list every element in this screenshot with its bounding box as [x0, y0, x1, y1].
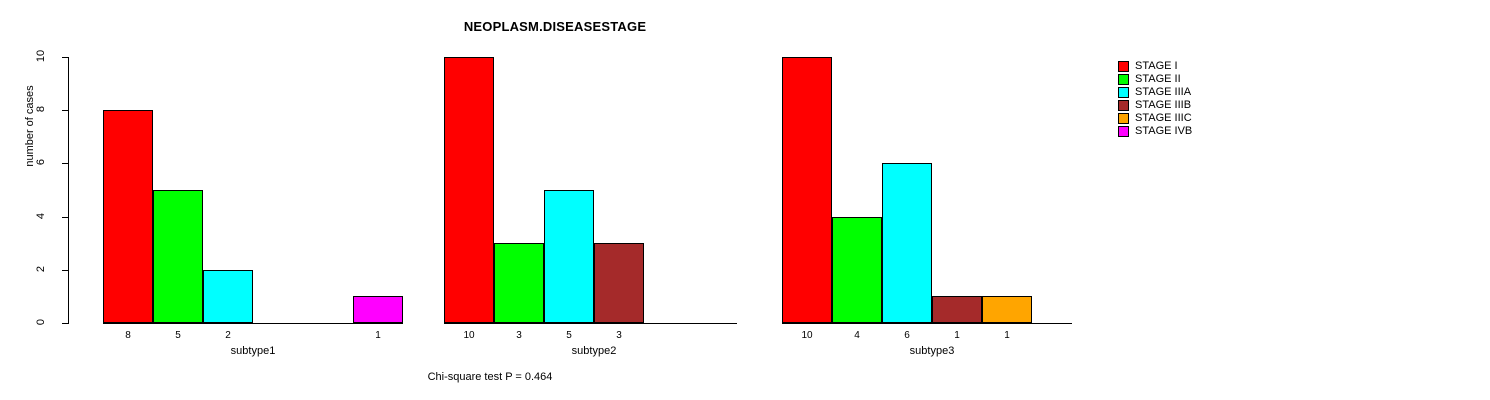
panel-baseline	[103, 323, 403, 324]
bar-value-label: 8	[125, 330, 131, 341]
legend-label: STAGE I	[1135, 60, 1178, 72]
bar-subtype2-stage-iiib[interactable]	[594, 243, 644, 323]
bar-value-label: 1	[954, 330, 960, 341]
y-tick-label-8: 8	[35, 106, 47, 113]
y-tick-label-2: 2	[35, 265, 47, 272]
legend-item-stage-ivb[interactable]: STAGE IVB	[1118, 125, 1192, 138]
bar-subtype1-stage-ii[interactable]	[153, 190, 203, 323]
legend-label: STAGE IIIC	[1135, 112, 1192, 124]
y-tick-label-4: 4	[35, 212, 47, 219]
footnote-text: Chi-square test P = 0.464	[427, 371, 553, 383]
legend-item-stage-iiib[interactable]: STAGE IIIB	[1118, 99, 1192, 112]
legend-label: STAGE IIIA	[1135, 86, 1192, 98]
chart-title: NEOPLASM.DISEASESTAGE	[463, 19, 647, 34]
bar-value-label: 1	[375, 330, 381, 341]
bar-subtype2-stage-ii[interactable]	[494, 243, 544, 323]
legend-swatch-icon	[1118, 74, 1129, 85]
panel-label-subtype3: subtype3	[909, 345, 955, 357]
bar-subtype3-stage-i[interactable]	[782, 57, 832, 323]
legend: STAGE I STAGE II STAGE IIIA STAGE IIIB STAGE…	[1118, 60, 1192, 138]
y-tick-label-0: 0	[35, 318, 47, 326]
y-tick-10	[62, 57, 69, 58]
y-tick-6	[62, 163, 69, 165]
legend-item-stage-ii[interactable]: STAGE II	[1118, 73, 1192, 86]
bar-value-label: 10	[463, 330, 475, 341]
legend-item-stage-iiic[interactable]: STAGE IIIC	[1118, 112, 1192, 125]
bar-value-label: 2	[225, 330, 231, 341]
bar-subtype3-stage-iiia[interactable]	[882, 163, 932, 323]
bar-value-label: 4	[854, 330, 860, 341]
legend-item-stage-i[interactable]: STAGE I	[1118, 60, 1192, 73]
bar-subtype2-stage-i[interactable]	[444, 57, 494, 323]
y-tick-label-10: 10	[35, 49, 47, 63]
bar-value-label: 5	[566, 330, 572, 341]
legend-swatch-icon	[1118, 87, 1129, 98]
legend-label: STAGE IIIB	[1135, 99, 1192, 111]
bar-value-label: 5	[175, 330, 181, 341]
bar-value-label: 6	[904, 330, 910, 341]
y-axis: number of cases 0 2 4 6 8 10	[0, 0, 80, 400]
bar-value-label: 3	[516, 330, 522, 341]
legend-swatch-icon	[1118, 126, 1129, 137]
bar-subtype3-stage-iiic[interactable]	[982, 296, 1032, 323]
bar-subtype3-stage-ii[interactable]	[832, 216, 882, 323]
y-tick-2	[62, 269, 69, 271]
bar-subtype1-stage-ivb[interactable]	[353, 296, 403, 323]
panel-label-subtype2: subtype2	[571, 345, 617, 357]
bar-subtype1-stage-iiia[interactable]	[203, 269, 253, 323]
bar-value-label: 3	[616, 330, 622, 341]
y-axis-line	[68, 57, 69, 323]
legend-label: STAGE IVB	[1135, 125, 1193, 137]
bar-subtype2-stage-iiia[interactable]	[544, 190, 594, 323]
legend-swatch-icon	[1118, 61, 1129, 72]
legend-swatch-icon	[1118, 100, 1129, 111]
panel-label-subtype1: subtype1	[230, 345, 276, 357]
footnote: Chi-square test P = 0.464	[0, 371, 1490, 383]
bar-subtype1-stage-i[interactable]	[103, 110, 153, 323]
y-tick-4	[62, 216, 69, 218]
bar-value-label: 1	[1004, 330, 1010, 341]
bar-value-label: 10	[801, 330, 813, 341]
y-tick-label-6: 6	[35, 159, 47, 166]
legend-swatch-icon	[1118, 113, 1129, 124]
y-tick-8	[62, 110, 69, 112]
legend-label: STAGE II	[1135, 73, 1181, 85]
panel-baseline	[782, 323, 1072, 324]
legend-item-stage-iiia[interactable]: STAGE IIIA	[1118, 86, 1192, 99]
y-tick-0	[62, 323, 69, 324]
bar-subtype3-stage-iiib[interactable]	[932, 296, 982, 323]
panel-baseline	[444, 323, 737, 324]
